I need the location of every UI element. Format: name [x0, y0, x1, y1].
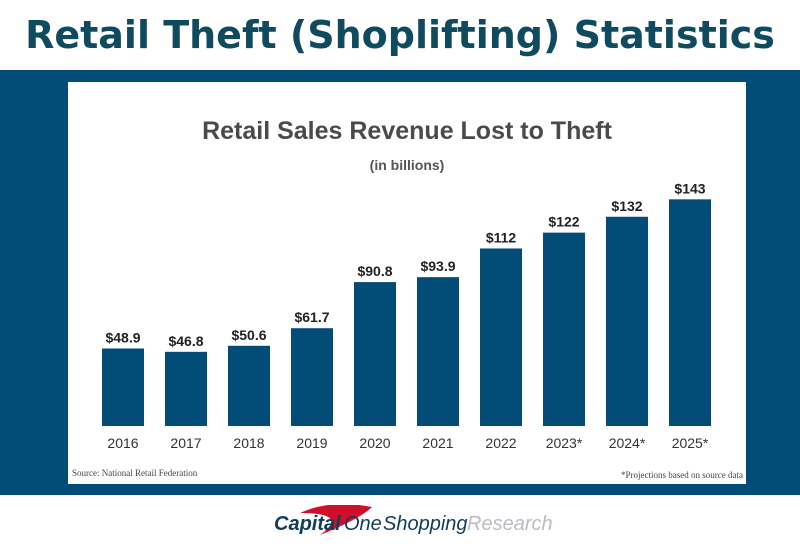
bar-2023* [543, 232, 585, 426]
brand-one: One [344, 513, 382, 535]
x-tick-label: 2025* [672, 435, 709, 451]
projection-note: *Projections based on source data [621, 470, 743, 480]
data-label: $46.8 [168, 333, 203, 349]
data-label: $90.8 [357, 263, 392, 279]
page-title: Retail Theft (Shoplifting) Statistics [25, 13, 775, 57]
bar-2017 [165, 351, 207, 426]
x-tick-label: 2024* [609, 435, 646, 451]
x-tick-label: 2021 [422, 435, 453, 451]
bar-2020 [354, 282, 396, 426]
x-tick-label: 2022 [485, 435, 516, 451]
x-tick-label: 2017 [170, 435, 201, 451]
data-label: $143 [674, 180, 705, 196]
data-label: $48.9 [105, 329, 140, 345]
bar-2025* [669, 199, 711, 426]
brand-capital: Capital [274, 513, 341, 535]
data-label: $112 [486, 229, 517, 245]
brand-shopping: Shopping [383, 513, 468, 535]
logo-swoosh-icon [300, 505, 372, 535]
data-label: $132 [611, 198, 642, 214]
bar-2024* [606, 216, 648, 426]
bar-2018 [228, 345, 270, 426]
brand-research: Research [467, 513, 553, 535]
x-tick-label: 2023* [546, 435, 583, 451]
x-tick-label: 2016 [107, 435, 138, 451]
chart-title: Retail Sales Revenue Lost to Theft [202, 117, 612, 145]
x-tick-label: 2020 [359, 435, 390, 451]
bar-2021 [417, 277, 459, 426]
data-label: $93.9 [420, 258, 455, 274]
chart-subtitle: (in billions) [370, 157, 445, 173]
x-tick-label: 2019 [296, 435, 327, 451]
data-label: $122 [548, 214, 579, 230]
data-label: $50.6 [231, 327, 266, 343]
data-label: $61.7 [294, 309, 329, 325]
source-note: Source: National Retail Federation [72, 468, 198, 478]
bar-2019 [291, 328, 333, 426]
bar-2016 [102, 348, 144, 426]
bar-2022 [480, 248, 522, 426]
footer-logo: Capital One Shopping Research [0, 505, 800, 548]
x-tick-label: 2018 [233, 435, 264, 451]
